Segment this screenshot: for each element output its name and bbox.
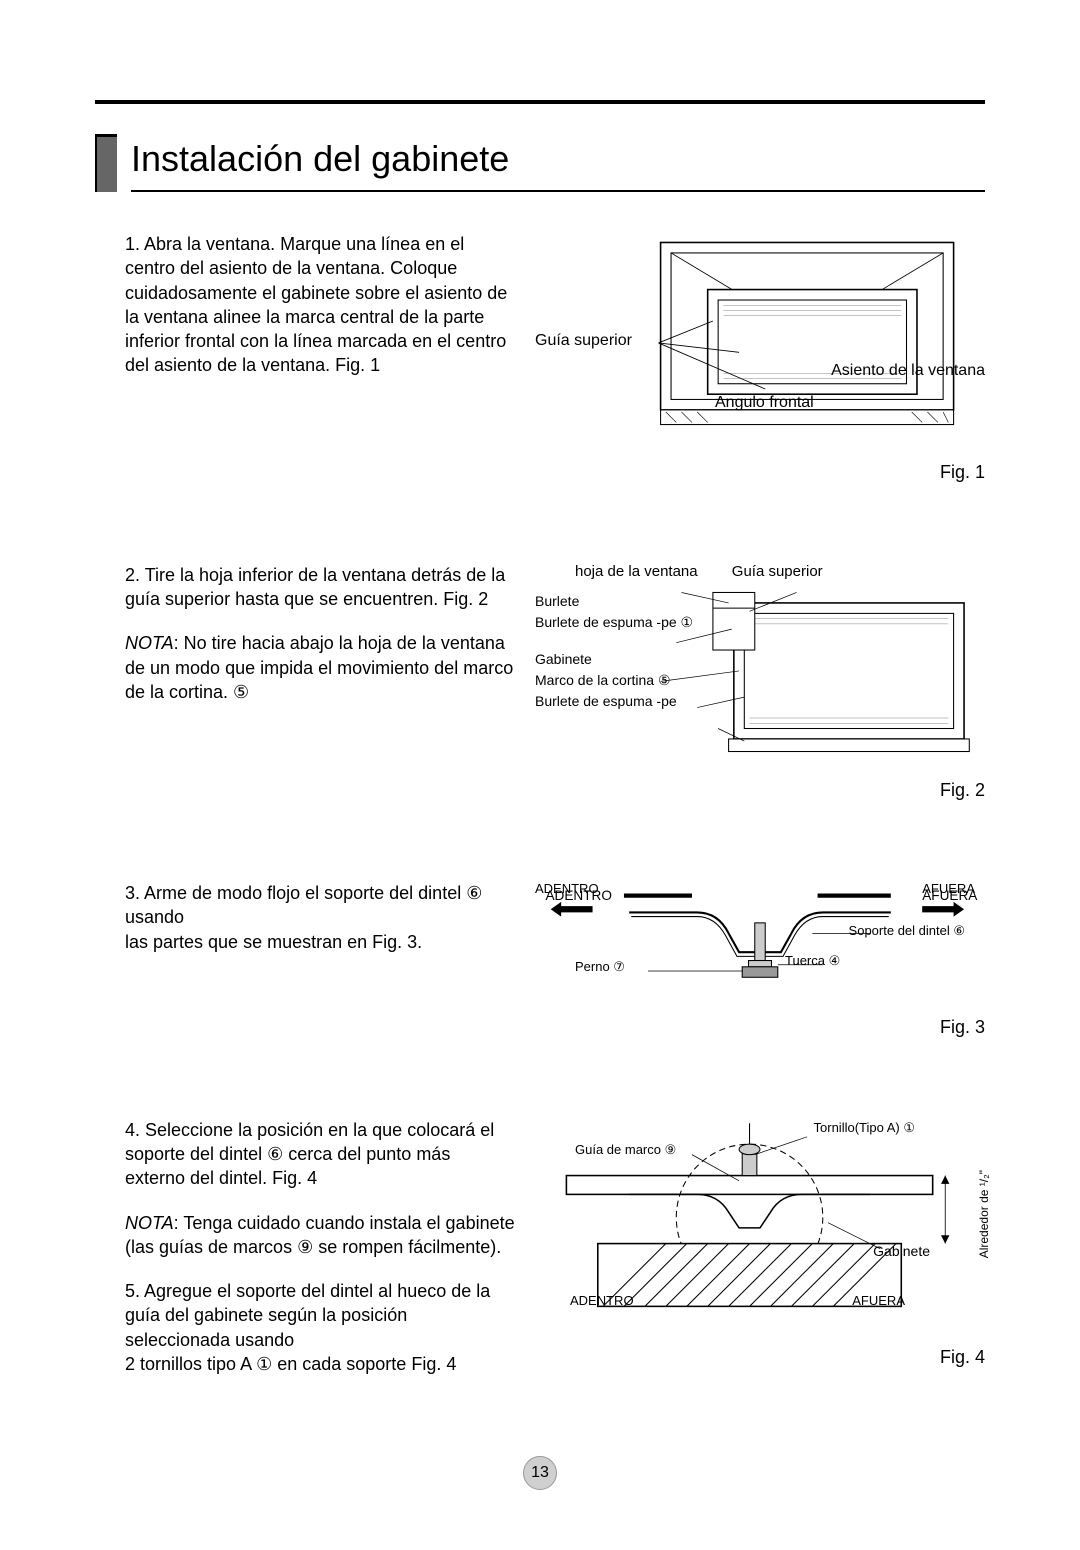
fig4-adentro: ADENTRO: [570, 1293, 634, 1308]
step-2-figref: Fig. 2: [443, 589, 488, 609]
fig3-perno: Perno ⑦: [575, 959, 625, 975]
fig1-label-angulo: Angulo frontal: [715, 394, 814, 412]
step-4-text: 4. Seleccione la posición en la que colo…: [95, 1118, 515, 1377]
fig4-alrededor: Alrededor de ¹/₂": [977, 1170, 991, 1258]
step-1-figure: Guía superior Asiento de la ventana Angu…: [535, 232, 985, 483]
step-2-text: 2. Tire la hoja inferior de la ventana d…: [95, 563, 515, 801]
page-number: 13: [523, 1456, 557, 1490]
step-4: 4. Seleccione la posición en la que colo…: [95, 1118, 985, 1377]
fig4-guia: Guía de marco ⑨: [575, 1142, 676, 1158]
step-3-figure: ADENTRO AFUERA AD: [535, 881, 985, 1038]
fig3-tuerca: Tuerca ④: [785, 953, 840, 969]
fig-3-caption: Fig. 3: [535, 1017, 985, 1038]
step-4-figure: Guía de marco ⑨ Tornillo(Tipo A) ① Gabin…: [535, 1118, 985, 1377]
step-2-figure: hoja de la ventana Guía superior Burlete…: [535, 563, 985, 801]
fig2-label-burlete2: Burlete de espuma -pe: [535, 691, 693, 712]
step-4-note-label: NOTA: [125, 1213, 174, 1233]
fig3-soporte: Soporte del dintel ⑥: [849, 923, 965, 939]
step-1-body: 1. Abra la ventana. Marque una línea en …: [125, 234, 507, 375]
step-3-body-b: las partes que se muestran en Fig. 3.: [125, 930, 515, 954]
fig-4-caption: Fig. 4: [535, 1347, 985, 1368]
title-block: Instalación del gabinete: [95, 134, 985, 192]
step-1: 1. Abra la ventana. Marque una línea en …: [95, 232, 985, 483]
step-5-body-b: 2 tornillos tipo A ① en cada soporte: [125, 1354, 406, 1374]
fig4-tornillo: Tornillo(Tipo A) ①: [814, 1120, 915, 1136]
fig2-label-hoja: hoja de la ventana: [575, 563, 698, 580]
step-3-text: 3. Arme de modo flojo el soporte del din…: [95, 881, 515, 1038]
step-4-note: : Tenga cuidado cuando instala el gabine…: [125, 1213, 515, 1257]
step-3: 3. Arme de modo flojo el soporte del din…: [95, 881, 985, 1038]
page-title: Instalación del gabinete: [131, 134, 985, 192]
fig2-label-burlete: Burlete: [535, 591, 693, 612]
step-4-figref: Fig. 4: [272, 1168, 317, 1188]
page: Instalación del gabinete 1. Abra la vent…: [0, 0, 1080, 1550]
fig-2-caption: Fig. 2: [535, 780, 985, 801]
fig3-adentro: ADENTRO: [535, 881, 599, 896]
step-2-note-label: NOTA: [125, 633, 174, 653]
title-bar-icon: [95, 134, 117, 192]
fig-3-diagram: ADENTRO AFUERA: [535, 881, 985, 1007]
step-1-text: 1. Abra la ventana. Marque una línea en …: [95, 232, 515, 483]
fig2-label-gabinete: Gabinete: [535, 649, 693, 670]
fig1-label-asiento: Asiento de la ventana: [831, 362, 985, 380]
fig1-label-guia: Guía superior: [535, 332, 632, 350]
step-2-note: : No tire hacia abajo la hoja de la vent…: [125, 633, 513, 702]
step-3-body-a: 3. Arme de modo flojo el soporte del din…: [125, 881, 515, 930]
step-2: 2. Tire la hoja inferior de la ventana d…: [95, 563, 985, 801]
fig3-afuera: AFUERA: [922, 881, 975, 896]
step-1-figref: Fig. 1: [335, 355, 380, 375]
step-5-body: 5. Agregue el soporte del dintel al huec…: [125, 1279, 515, 1352]
fig2-label-guia: Guía superior: [732, 563, 823, 580]
fig2-label-marco: Marco de la cortina ⑤: [535, 670, 693, 691]
fig4-gabinete: Gabinete: [873, 1243, 930, 1259]
fig-1-caption: Fig. 1: [535, 462, 985, 483]
top-rule: [95, 100, 985, 104]
fig4-afuera: AFUERA: [852, 1293, 905, 1308]
fig2-label-burlete-pe: Burlete de espuma -pe ①: [535, 612, 693, 633]
step-5-figref: Fig. 4: [411, 1354, 456, 1374]
